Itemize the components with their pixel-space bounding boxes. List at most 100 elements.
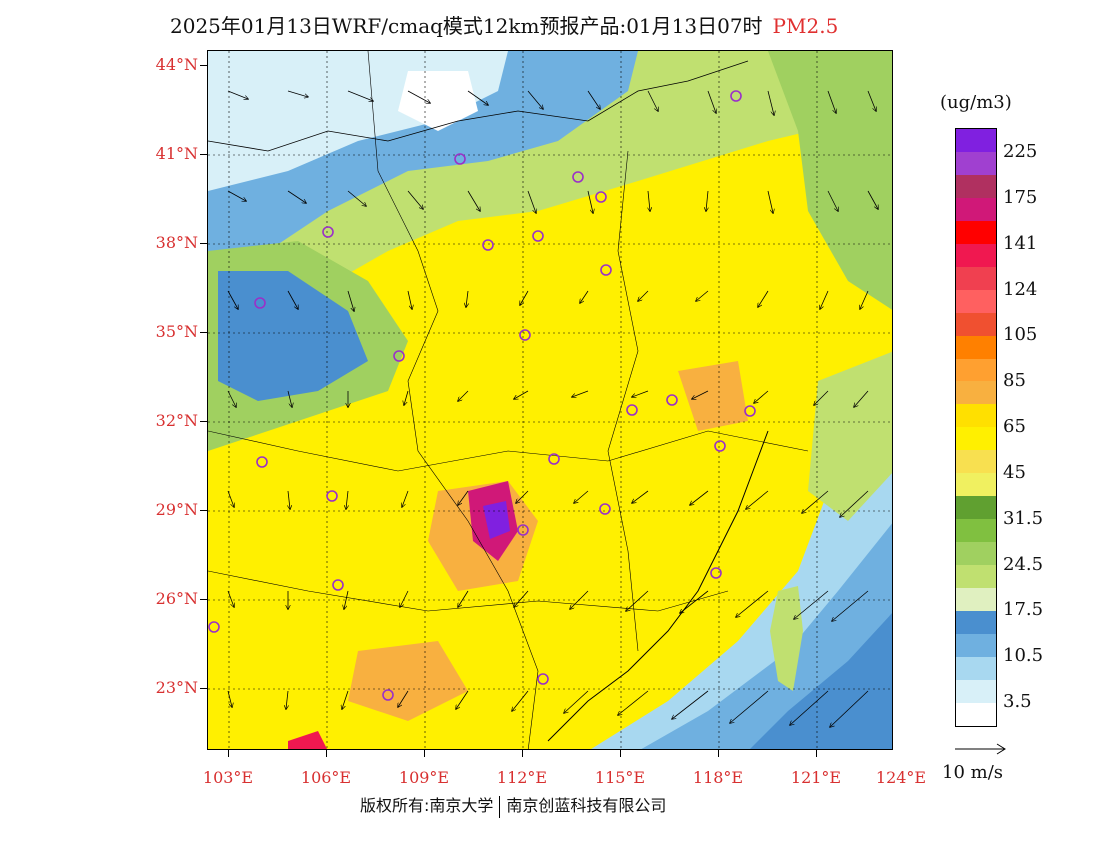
lon-tick xyxy=(816,750,817,757)
color-bar-swatch xyxy=(956,679,996,703)
color-bar xyxy=(955,128,997,727)
legend-label: 3.5 xyxy=(1003,691,1032,712)
color-bar-swatch xyxy=(956,220,996,244)
lon-label: 121°E xyxy=(790,768,842,787)
color-bar-swatch xyxy=(956,702,996,726)
station-marker xyxy=(256,456,268,468)
legend-label: 124 xyxy=(1003,279,1038,300)
east-sea-deep xyxy=(750,613,892,749)
yellow-sea-green xyxy=(808,351,892,521)
station-marker xyxy=(600,264,612,276)
station-marker xyxy=(730,90,742,102)
lat-label: 23°N xyxy=(155,678,198,697)
color-bar-swatch xyxy=(956,496,996,520)
lat-tick xyxy=(200,599,207,600)
lon-label: 103°E xyxy=(202,768,254,787)
coastline xyxy=(547,430,769,742)
copyright-left: 版权所有:南京大学 xyxy=(360,796,494,815)
lat-label: 26°N xyxy=(155,589,198,608)
color-bar-swatch xyxy=(956,656,996,680)
color-bar-swatch xyxy=(956,565,996,589)
legend-label: 175 xyxy=(1003,187,1038,208)
color-bar-swatch xyxy=(956,289,996,313)
lon-tick xyxy=(424,750,425,757)
station-marker xyxy=(626,404,638,416)
station-marker xyxy=(548,453,560,465)
lat-label: 44°N xyxy=(155,55,198,74)
color-bar-swatch xyxy=(956,174,996,198)
station-marker xyxy=(519,329,531,341)
reference-vector-label: 10 m/s xyxy=(942,762,1003,783)
station-marker xyxy=(208,621,220,633)
lon-label: 106°E xyxy=(300,768,352,787)
lat-tick xyxy=(200,154,207,155)
lat-tick xyxy=(200,243,207,244)
legend-label: 85 xyxy=(1003,370,1026,391)
color-bar-swatch xyxy=(956,633,996,657)
station-marker xyxy=(322,226,334,238)
lon-label: 112°E xyxy=(496,768,548,787)
color-bar-swatch xyxy=(956,519,996,543)
lon-tick xyxy=(718,750,719,757)
lon-label: 115°E xyxy=(594,768,646,787)
color-bar-swatch xyxy=(956,611,996,634)
legend-label: 45 xyxy=(1003,462,1026,483)
legend-label: 225 xyxy=(1003,141,1038,162)
south-orange-region xyxy=(348,641,468,721)
copyright-footer: 版权所有:南京大学 南京创蓝科技有限公司 xyxy=(360,792,666,818)
lat-tick xyxy=(200,65,207,66)
station-marker xyxy=(744,405,756,417)
lat-label: 32°N xyxy=(155,411,198,430)
station-marker xyxy=(572,171,584,183)
legend-unit: (ug/m3) xyxy=(940,92,1012,113)
station-marker xyxy=(532,230,544,242)
province-border xyxy=(208,430,809,472)
legend-label: 141 xyxy=(1003,233,1038,254)
north-white-patch xyxy=(398,71,478,131)
color-bar-swatch xyxy=(956,197,996,221)
taiwan-island xyxy=(770,586,803,691)
province-border xyxy=(208,570,729,612)
legend-label: 24.5 xyxy=(1003,554,1044,575)
lon-tick xyxy=(228,750,229,757)
color-bar-swatch xyxy=(956,335,996,359)
color-bar-swatch xyxy=(956,450,996,474)
legend-label: 10.5 xyxy=(1003,645,1044,666)
lon-label: 109°E xyxy=(398,768,450,787)
footer-divider xyxy=(499,795,501,818)
reference-vector-arrow xyxy=(955,743,1006,755)
station-marker xyxy=(537,673,549,685)
lon-tick xyxy=(522,750,523,757)
station-marker xyxy=(666,394,678,406)
lat-label: 38°N xyxy=(155,233,198,252)
station-marker xyxy=(454,153,466,165)
station-marker xyxy=(326,490,338,502)
map-canvas xyxy=(208,51,892,749)
color-bar-swatch xyxy=(956,473,996,497)
lat-tick xyxy=(200,510,207,511)
station-marker xyxy=(595,191,607,203)
station-marker xyxy=(382,689,394,701)
color-bar-swatch xyxy=(956,404,996,428)
station-marker xyxy=(332,579,344,591)
station-marker xyxy=(517,524,529,536)
legend-label: 31.5 xyxy=(1003,508,1044,529)
station-markers xyxy=(208,90,756,701)
station-marker xyxy=(393,350,405,362)
title-variable: PM2.5 xyxy=(772,14,839,38)
station-marker xyxy=(710,567,722,579)
grid-lines xyxy=(208,51,892,749)
title-text: 2025年01月13日WRF/cmaq模式12km预报产品:01月13日07时 xyxy=(170,14,763,38)
color-bar-swatch xyxy=(956,266,996,290)
legend-label: 105 xyxy=(1003,324,1038,345)
lon-tick xyxy=(326,750,327,757)
color-bar-swatch xyxy=(956,243,996,267)
color-bar-swatch xyxy=(956,588,996,612)
hotspot-purple xyxy=(483,501,510,539)
lat-tick xyxy=(200,421,207,422)
lat-label: 41°N xyxy=(155,144,198,163)
color-bar-swatch xyxy=(956,358,996,382)
south-hotspot xyxy=(288,731,327,749)
station-marker xyxy=(482,239,494,251)
color-bar-swatch xyxy=(956,427,996,451)
